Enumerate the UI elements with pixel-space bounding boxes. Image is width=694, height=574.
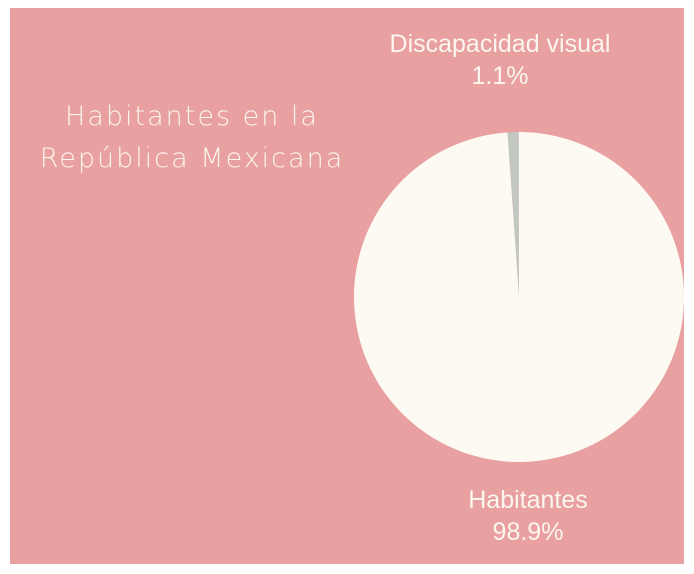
slice-value-discapacidad-visual: 1.1% [471, 62, 529, 90]
slice-label-habitantes: Habitantes 98.9% [378, 484, 678, 548]
slice-label-discapacidad-visual: Discapacidad visual 1.1% [350, 28, 650, 92]
pie-slice-discapacidad-visual [507, 132, 519, 297]
title-line-2: República Mexicana [39, 143, 345, 174]
pie-slice-habitantes [353, 132, 684, 462]
title-line-1: Habitantes en la [65, 101, 319, 132]
slice-value-habitantes: 98.9% [492, 518, 564, 546]
pie-chart [353, 132, 684, 462]
slice-name-discapacidad-visual: Discapacidad visual [389, 30, 611, 58]
chart-canvas: Habitantes en la República Mexicana Disc… [10, 8, 684, 564]
chart-title: Habitantes en la República Mexicana [22, 96, 362, 180]
slice-name-habitantes: Habitantes [468, 486, 588, 514]
